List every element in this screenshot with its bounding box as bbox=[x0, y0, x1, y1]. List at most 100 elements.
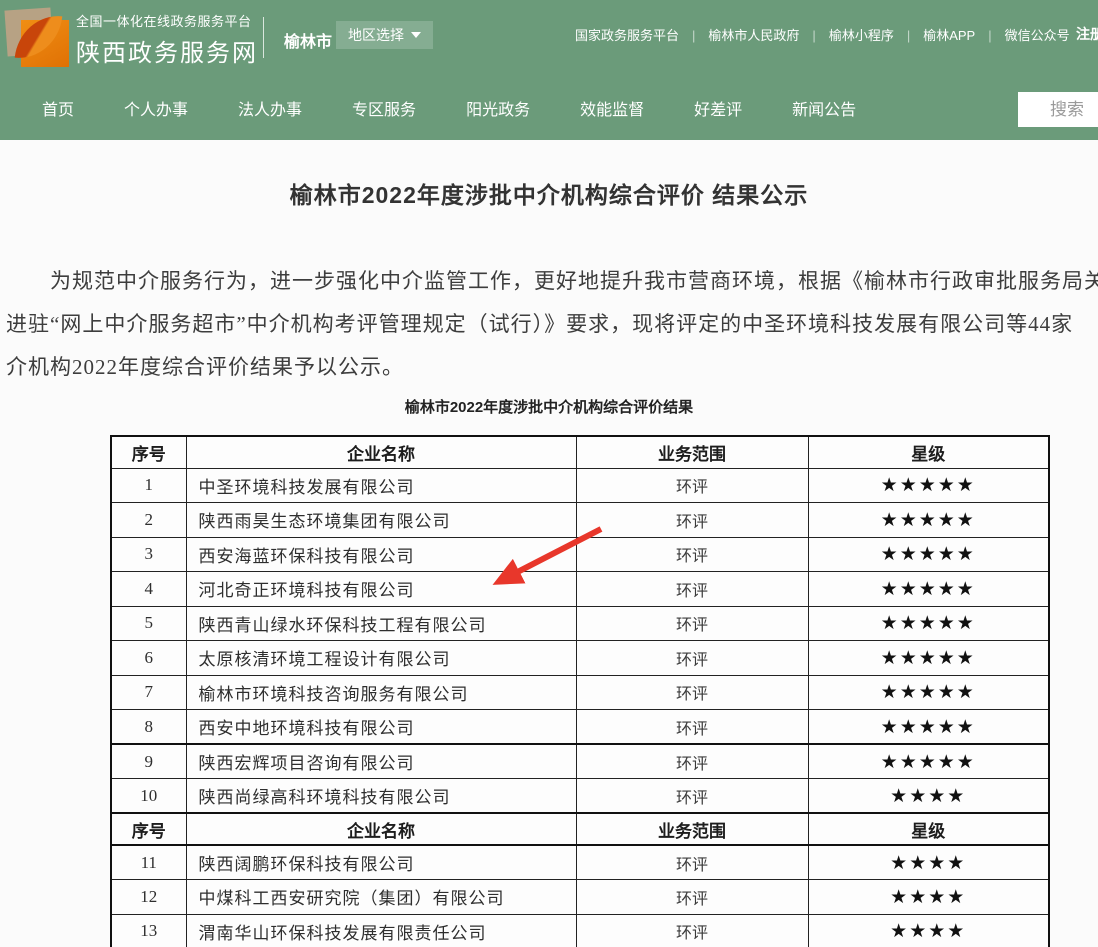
announcement-paragraph: 为规范中介服务行为，进一步强化中介监管工作，更好地提升我市营商环境，根据《榆林市… bbox=[0, 260, 1098, 389]
site-header: 全国一体化在线政务服务平台 陕西政务服务网 榆林市 地区选择 国家政务服务平台 … bbox=[0, 0, 1098, 140]
top-link-mini-program[interactable]: 榆林小程序 bbox=[799, 25, 894, 44]
top-link-wechat[interactable]: 微信公众号 bbox=[975, 25, 1070, 44]
search-input[interactable] bbox=[1018, 92, 1098, 127]
cell-seq: 11 bbox=[110, 844, 187, 880]
cell-star-rating: ★★★★ bbox=[807, 879, 1050, 915]
header-stars: 星级 bbox=[807, 435, 1050, 469]
paragraph-line: 进驻“网上中介服务超市”中介机构考评管理规定（试行）》要求，现将评定的中圣环境科… bbox=[6, 312, 1074, 336]
cell-company: 太原核清环境工程设计有限公司 bbox=[185, 640, 577, 676]
cell-company: 陕西雨昊生态环境集团有限公司 bbox=[185, 502, 577, 538]
current-city-label: 榆林市 bbox=[284, 34, 333, 51]
top-links: 国家政务服务平台 榆林市人民政府 榆林小程序 榆林APP 微信公众号 bbox=[575, 25, 1070, 44]
cell-scope: 环评 bbox=[575, 709, 809, 745]
table-row-highlighted: 4 河北奇正环境科技有限公司 环评 ★★★★★ bbox=[110, 571, 1050, 607]
cell-star-rating: ★★★★★ bbox=[807, 605, 1050, 641]
cell-scope: 环评 bbox=[575, 571, 809, 607]
table-row: 13 渭南华山环保科技发展有限责任公司 环评 ★★★★ bbox=[110, 913, 1050, 947]
nav-item-personal[interactable]: 个人办事 bbox=[124, 102, 189, 119]
table-row: 8 西安中地环境科技有限公司 环评 ★★★★★ bbox=[110, 709, 1050, 745]
nav-item-open-gov[interactable]: 阳光政务 bbox=[466, 102, 531, 119]
cell-star-rating: ★★★★ bbox=[807, 913, 1050, 947]
cell-company: 西安中地环境科技有限公司 bbox=[185, 709, 577, 745]
cell-star-rating: ★★★★★ bbox=[807, 674, 1050, 710]
cell-seq: 10 bbox=[110, 778, 187, 814]
site-name: 陕西政务服务网 bbox=[76, 40, 258, 67]
paragraph-line: 介机构2022年度综合评价结果予以公示。 bbox=[6, 355, 404, 379]
header-seq: 序号 bbox=[110, 812, 187, 846]
cell-star-rating: ★★★★★ bbox=[807, 467, 1050, 503]
nav-item-news[interactable]: 新闻公告 bbox=[792, 102, 857, 119]
cell-seq: 3 bbox=[110, 536, 187, 572]
table-row: 11 陕西阔鹏环保科技有限公司 环评 ★★★★ bbox=[110, 844, 1050, 880]
cell-seq: 6 bbox=[110, 640, 187, 676]
nav-item-supervision[interactable]: 效能监督 bbox=[580, 102, 645, 119]
table-row: 6 太原核清环境工程设计有限公司 环评 ★★★★★ bbox=[110, 640, 1050, 676]
nav-item-rating[interactable]: 好差评 bbox=[694, 102, 743, 119]
cell-star-rating: ★★★★★ bbox=[807, 640, 1050, 676]
top-link-app[interactable]: 榆林APP bbox=[894, 25, 975, 44]
brand-divider bbox=[263, 17, 264, 58]
cell-company: 陕西阔鹏环保科技有限公司 bbox=[185, 844, 577, 880]
cell-star-rating: ★★★★★ bbox=[807, 536, 1050, 572]
cell-star-rating: ★★★★ bbox=[807, 844, 1050, 880]
page-title: 榆林市2022年度涉批中介机构综合评价 结果公示 bbox=[289, 182, 809, 208]
cell-scope: 环评 bbox=[575, 674, 809, 710]
cell-company: 中煤科工西安研究院（集团）有限公司 bbox=[185, 879, 577, 915]
table-row: 7 榆林市环境科技咨询服务有限公司 环评 ★★★★★ bbox=[110, 674, 1050, 710]
brand-text: 全国一体化在线政务服务平台 陕西政务服务网 bbox=[76, 11, 258, 68]
region-selector-button[interactable]: 地区选择 bbox=[336, 21, 433, 49]
cell-company: 渭南华山环保科技发展有限责任公司 bbox=[185, 913, 577, 947]
cell-seq: 13 bbox=[110, 913, 187, 947]
header-seq: 序号 bbox=[110, 435, 187, 469]
table-header-row: 序号 企业名称 业务范围 星级 bbox=[110, 435, 1050, 469]
cell-seq: 1 bbox=[110, 467, 187, 503]
table-row: 9 陕西宏辉项目咨询有限公司 环评 ★★★★★ bbox=[110, 743, 1050, 779]
header-company: 企业名称 bbox=[185, 435, 577, 469]
region-selector-label: 地区选择 bbox=[348, 27, 404, 43]
cell-scope: 环评 bbox=[575, 743, 809, 779]
header-stars: 星级 bbox=[807, 812, 1050, 846]
cell-seq: 12 bbox=[110, 879, 187, 915]
cell-scope: 环评 bbox=[575, 605, 809, 641]
cell-scope: 环评 bbox=[575, 502, 809, 538]
cell-company: 陕西青山绿水环保科技工程有限公司 bbox=[185, 605, 577, 641]
cell-scope: 环评 bbox=[575, 778, 809, 814]
cell-seq: 9 bbox=[110, 743, 187, 779]
register-link[interactable]: 注册 bbox=[1076, 26, 1098, 42]
top-link-city-government[interactable]: 榆林市人民政府 bbox=[679, 25, 799, 44]
table-row: 5 陕西青山绿水环保科技工程有限公司 环评 ★★★★★ bbox=[110, 605, 1050, 641]
cell-scope: 环评 bbox=[575, 844, 809, 880]
cell-company: 西安海蓝环保科技有限公司 bbox=[185, 536, 577, 572]
paragraph-line: 为规范中介服务行为，进一步强化中介监管工作，更好地提升我市营商环境，根据《榆林市… bbox=[50, 269, 1098, 293]
cell-star-rating: ★★★★ bbox=[807, 778, 1050, 814]
cell-scope: 环评 bbox=[575, 640, 809, 676]
cell-company: 中圣环境科技发展有限公司 bbox=[185, 467, 577, 503]
evaluation-results-table: 序号 企业名称 业务范围 星级 1 中圣环境科技发展有限公司 环评 ★★★★★ … bbox=[110, 435, 1050, 947]
chevron-down-icon bbox=[411, 32, 421, 38]
site-logo-icon bbox=[4, 7, 70, 67]
table-row: 2 陕西雨昊生态环境集团有限公司 环评 ★★★★★ bbox=[110, 502, 1050, 538]
cell-scope: 环评 bbox=[575, 536, 809, 572]
cell-scope: 环评 bbox=[575, 913, 809, 947]
cell-scope: 环评 bbox=[575, 879, 809, 915]
nav-item-zone-services[interactable]: 专区服务 bbox=[352, 102, 417, 119]
cell-seq: 8 bbox=[110, 709, 187, 745]
nav-item-home[interactable]: 首页 bbox=[42, 102, 75, 119]
table-row: 10 陕西尚绿高科环境科技有限公司 环评 ★★★★ bbox=[110, 778, 1050, 814]
top-link-national-platform[interactable]: 国家政务服务平台 bbox=[575, 28, 680, 43]
table-row: 1 中圣环境科技发展有限公司 环评 ★★★★★ bbox=[110, 467, 1050, 503]
cell-star-rating: ★★★★★ bbox=[807, 743, 1050, 779]
cell-company: 榆林市环境科技咨询服务有限公司 bbox=[185, 674, 577, 710]
table-caption: 榆林市2022年度涉批中介机构综合评价结果 bbox=[404, 399, 694, 416]
cell-seq: 2 bbox=[110, 502, 187, 538]
cell-seq: 5 bbox=[110, 605, 187, 641]
cell-company: 陕西宏辉项目咨询有限公司 bbox=[185, 743, 577, 779]
cell-star-rating: ★★★★★ bbox=[807, 571, 1050, 607]
main-nav: 首页 个人办事 法人办事 专区服务 阳光政务 效能监督 好差评 新闻公告 bbox=[42, 96, 856, 120]
nav-item-legal-person[interactable]: 法人办事 bbox=[238, 102, 303, 119]
cell-star-rating: ★★★★★ bbox=[807, 709, 1050, 745]
cell-company: 河北奇正环境科技有限公司 bbox=[185, 571, 577, 607]
cell-seq: 4 bbox=[110, 571, 187, 607]
announcement-content: 榆林市2022年度涉批中介机构综合评价 结果公示 为规范中介服务行为，进一步强化… bbox=[0, 176, 1098, 947]
header-scope: 业务范围 bbox=[575, 812, 809, 846]
